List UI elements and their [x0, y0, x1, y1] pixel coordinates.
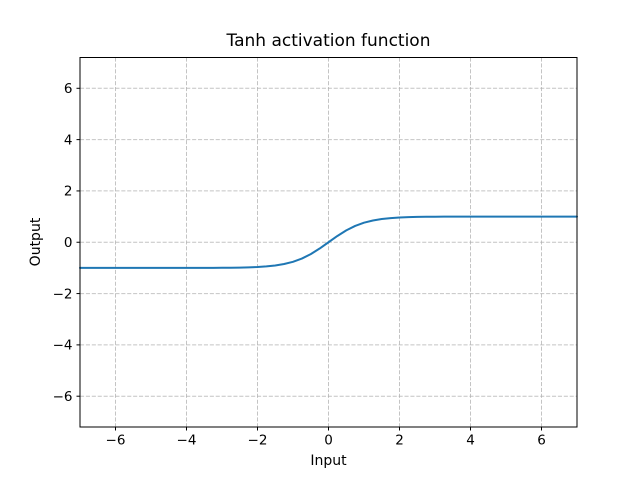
x-tick-label: −6	[106, 433, 126, 449]
x-tick-label: −4	[177, 433, 197, 449]
y-tick-label: 4	[64, 132, 73, 148]
y-tick-label: 0	[64, 235, 73, 251]
x-tick-label: −2	[248, 433, 268, 449]
chart-title: Tanh activation function	[226, 31, 431, 51]
tanh-curve	[79, 215, 578, 269]
x-tick-label: 4	[466, 433, 475, 449]
y-tick-label: 6	[64, 81, 73, 97]
x-axis-label: Input	[310, 453, 347, 469]
y-tick-label: 2	[64, 184, 73, 200]
y-tick-label: −4	[53, 338, 73, 354]
y-tick-label: −6	[53, 389, 73, 405]
x-tick-label: 6	[537, 433, 546, 449]
x-tick-label: 0	[324, 433, 333, 449]
x-tick-label: 2	[395, 433, 404, 449]
y-tick-label: −2	[53, 286, 73, 302]
